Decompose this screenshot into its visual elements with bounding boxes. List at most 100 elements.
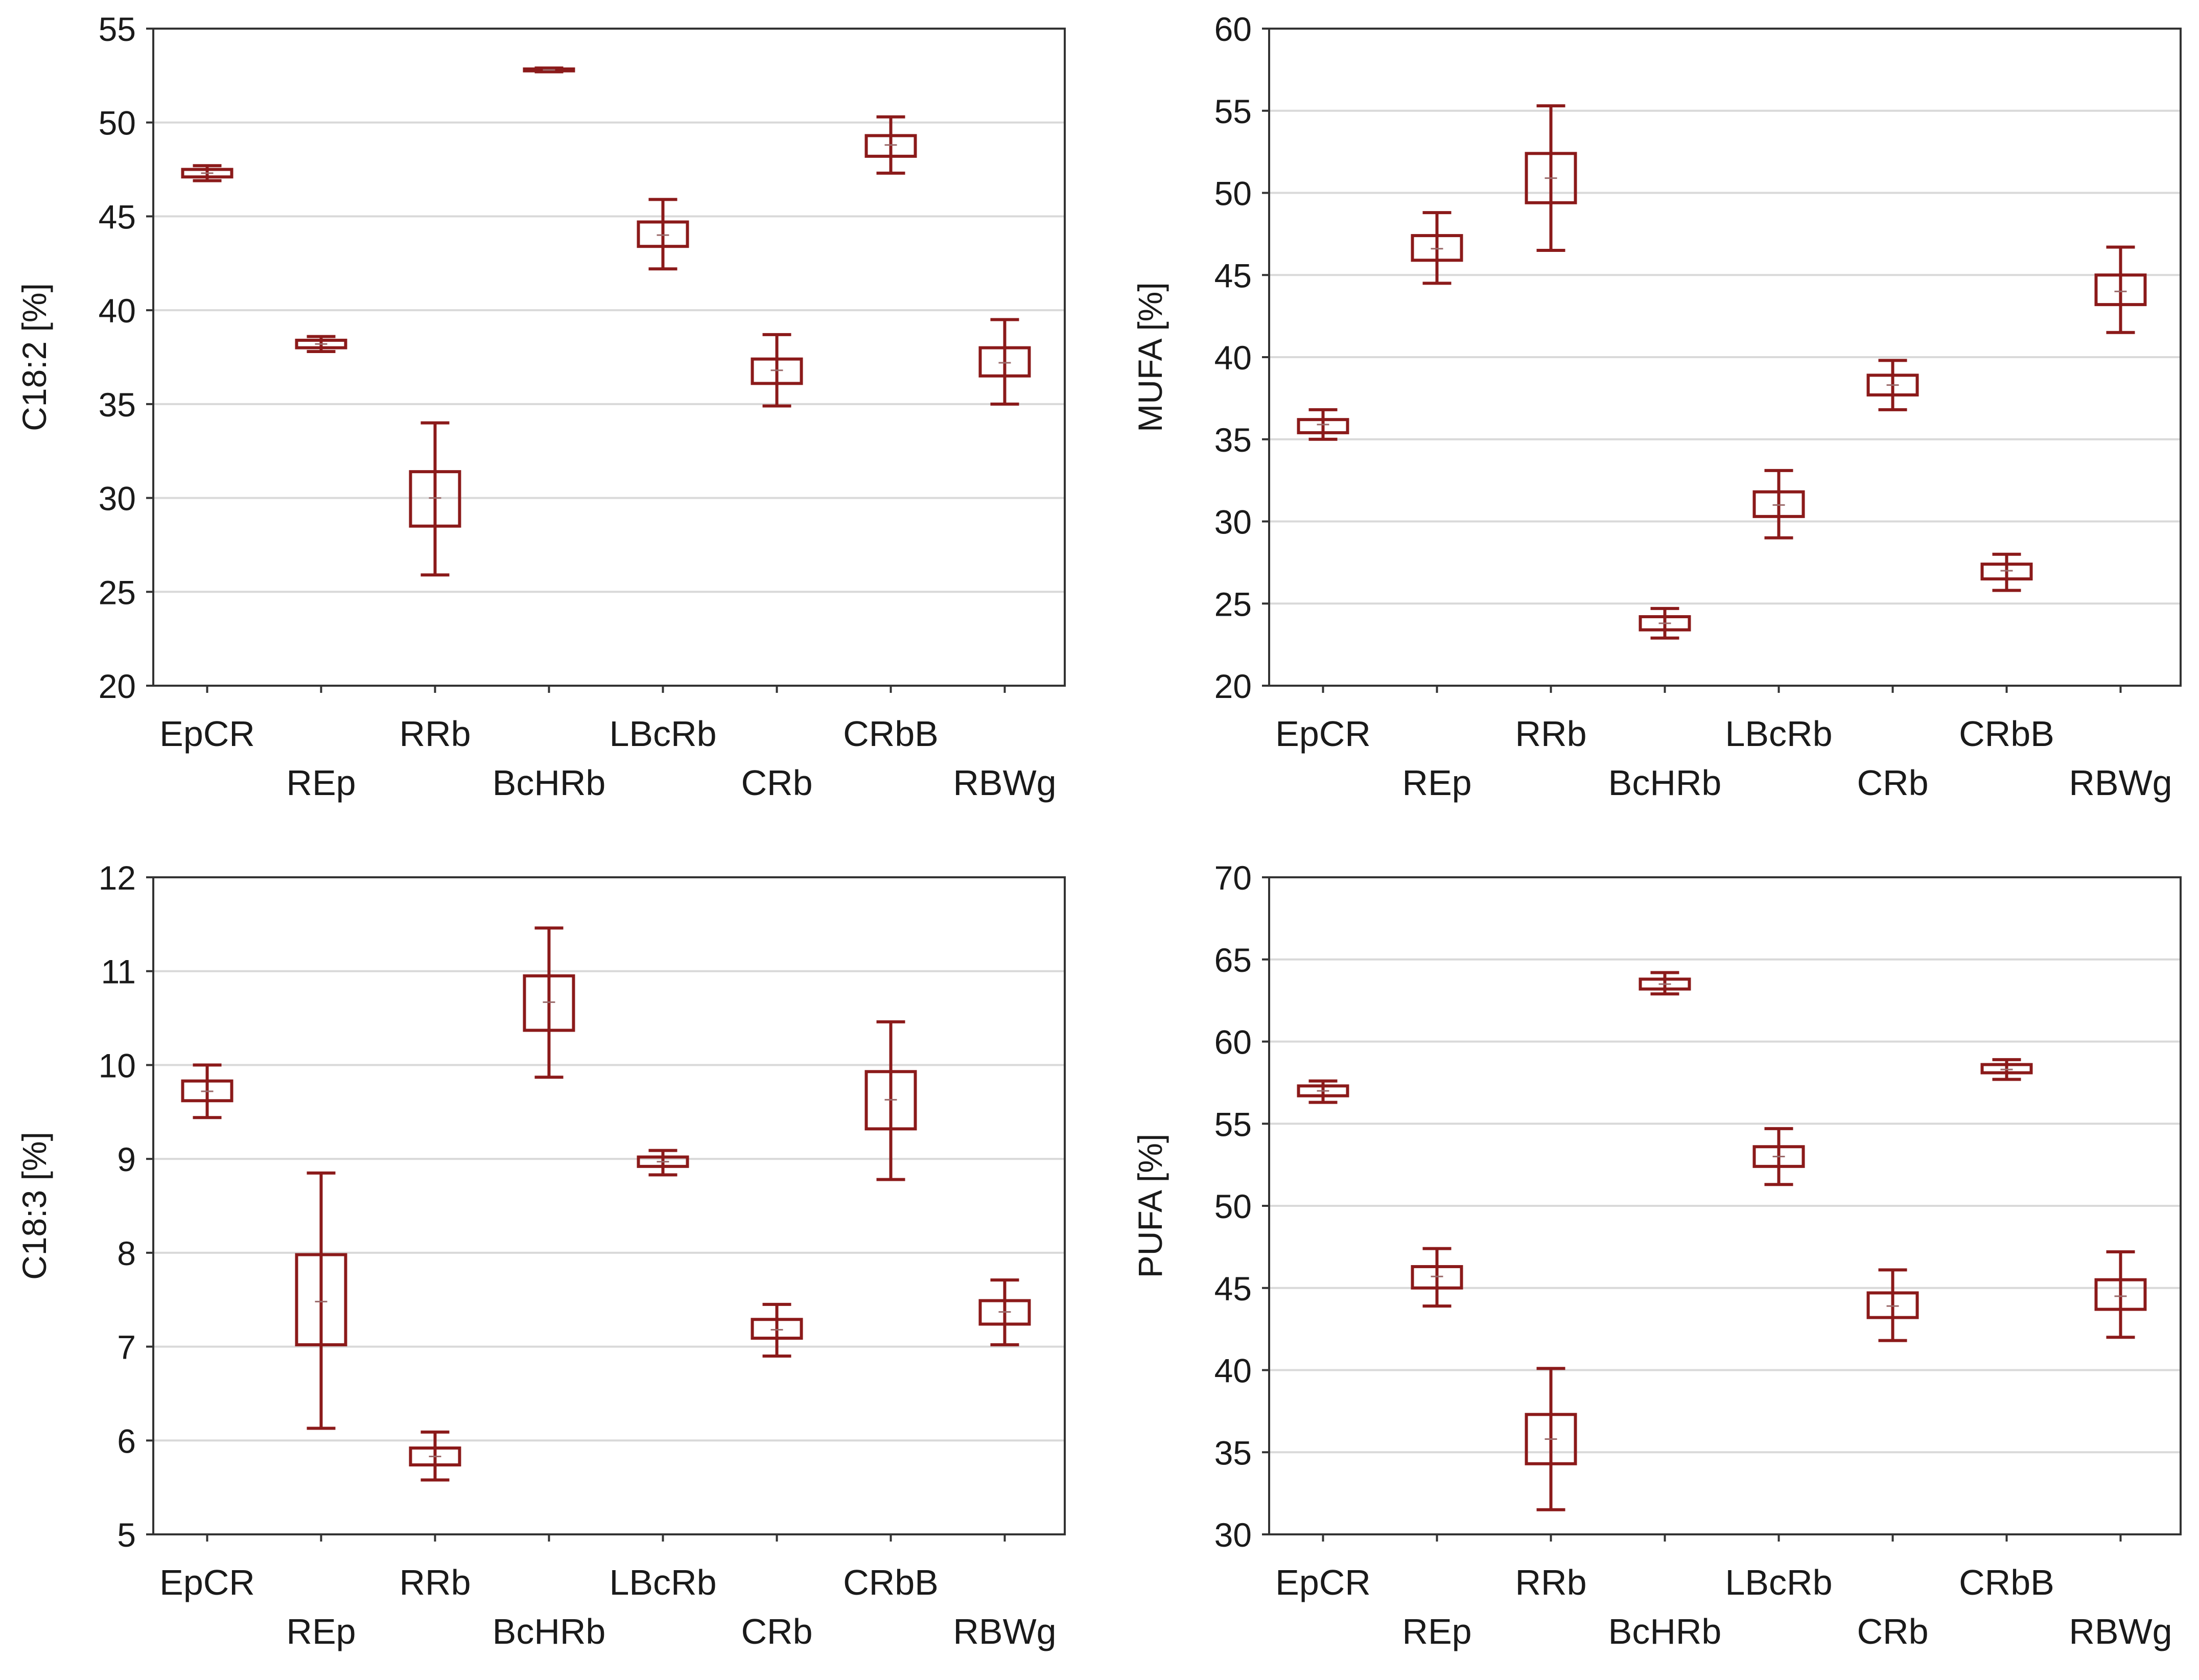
x-tick-label: REp xyxy=(1402,763,1471,803)
y-tick-label: 30 xyxy=(1214,1516,1252,1554)
x-tick-label: CRb xyxy=(1857,763,1928,803)
y-tick-label: 9 xyxy=(117,1140,136,1178)
iqr-box xyxy=(751,357,803,385)
x-tick-label: RRb xyxy=(399,714,471,754)
box-crbb xyxy=(864,1020,917,1181)
x-tick-label: REp xyxy=(1402,1612,1471,1651)
iqr-box xyxy=(637,220,689,248)
x-tick-label: LBcRb xyxy=(1725,714,1832,754)
x-tick-label: EpCR xyxy=(1275,714,1371,754)
iqr-box xyxy=(181,1079,233,1103)
box-lbcrb xyxy=(1752,469,1805,540)
box-rrb xyxy=(1525,1367,1577,1511)
x-tick-label: REp xyxy=(286,1612,356,1651)
box-epcr xyxy=(1297,1079,1349,1104)
iqr-box xyxy=(1980,1063,2033,1075)
x-tick-label: BcHRb xyxy=(1608,1612,1722,1651)
box-crbb xyxy=(864,115,917,175)
box-bchrb xyxy=(1639,971,1691,996)
box-rrb xyxy=(409,421,461,577)
y-tick-label: 25 xyxy=(1214,585,1252,623)
iqr-box xyxy=(864,1070,917,1131)
box-crb xyxy=(751,333,803,408)
y-tick-label: 45 xyxy=(1214,1270,1252,1308)
y-tick-label: 50 xyxy=(1214,1187,1252,1225)
iqr-box xyxy=(1639,977,1691,991)
y-tick-label: 10 xyxy=(99,1046,136,1084)
chart-panel-1: 20 25 30 35 40 45 50 55 C18:2 [%] EpCR REp RRb BcHRb… xyxy=(15,10,1066,803)
x-tick-label: RBWg xyxy=(953,1612,1056,1651)
y-tick-label: 11 xyxy=(101,953,136,991)
box-rep xyxy=(1411,1247,1463,1308)
box-rbwg xyxy=(978,1278,1031,1346)
y-tick-label: 40 xyxy=(1214,1352,1252,1390)
iqr-box xyxy=(181,168,233,179)
y-tick-label: 20 xyxy=(99,667,136,705)
iqr-box xyxy=(295,1253,347,1346)
box-bchrb xyxy=(523,926,575,1079)
iqr-box xyxy=(864,134,917,158)
y-tick-label: 40 xyxy=(99,292,136,330)
box-rrb xyxy=(409,1430,461,1482)
x-tick-label: LBcRb xyxy=(609,714,716,754)
y-tick-label: 65 xyxy=(1214,941,1252,979)
box-bchrb xyxy=(1639,606,1691,640)
box-rep xyxy=(1411,211,1463,285)
y-tick-label: 55 xyxy=(1214,1105,1252,1143)
y-axis-label: C18:3 [%] xyxy=(15,1132,53,1280)
box-crb xyxy=(1866,1268,1919,1342)
x-tick-label: RRb xyxy=(1515,1562,1586,1602)
iqr-box xyxy=(751,1318,803,1340)
x-tick-label: REp xyxy=(286,763,356,803)
y-tick-label: 45 xyxy=(99,198,136,236)
x-tick-label: CRb xyxy=(741,763,812,803)
y-tick-label: 60 xyxy=(1214,1023,1252,1061)
box-epcr xyxy=(181,164,233,182)
y-tick-label: 50 xyxy=(99,104,136,142)
y-tick-label: 12 xyxy=(99,859,136,897)
x-tick-label: CRbB xyxy=(1959,1562,2054,1602)
x-tick-label: RRb xyxy=(399,1562,471,1602)
x-tick-label: EpCR xyxy=(159,1562,255,1602)
box-crb xyxy=(751,1302,803,1358)
iqr-box xyxy=(409,470,461,528)
y-tick-label: 50 xyxy=(1214,175,1252,213)
y-tick-label: 55 xyxy=(1214,92,1252,130)
iqr-box xyxy=(409,1446,461,1467)
box-crbb xyxy=(1980,1058,2033,1081)
x-tick-label: EpCR xyxy=(1275,1562,1371,1602)
y-tick-label: 6 xyxy=(117,1422,136,1460)
iqr-box xyxy=(1752,490,1805,518)
box-lbcrb xyxy=(1752,1127,1805,1186)
y-axis-label: MUFA [%] xyxy=(1131,282,1169,432)
x-tick-label: LBcRb xyxy=(1725,1562,1832,1602)
x-tick-label: BcHRb xyxy=(493,763,606,803)
plot-frame xyxy=(152,28,1066,687)
y-tick-label: 30 xyxy=(1214,503,1252,541)
iqr-box xyxy=(1866,374,1919,396)
y-axis-label: PUFA [%] xyxy=(1131,1134,1169,1278)
x-tick-label: CRbB xyxy=(1959,714,2054,754)
y-tick-label: 70 xyxy=(1214,859,1252,897)
x-tick-label: RBWg xyxy=(2069,1612,2172,1651)
iqr-box xyxy=(978,346,1031,378)
y-tick-label: 7 xyxy=(117,1328,136,1366)
chart-panel-4: 30 35 40 45 50 55 60 65 70 PUFA [%] EpCR REp RRb BcHR… xyxy=(1131,859,2182,1651)
iqr-box xyxy=(1411,234,1463,262)
y-tick-label: 35 xyxy=(1214,421,1252,459)
y-tick-label: 20 xyxy=(1214,667,1252,705)
box-rbwg xyxy=(978,318,1031,406)
chart-panel-2: 20 25 30 35 40 45 50 55 60 MUFA [%] EpCR REp RRb BcHR… xyxy=(1131,10,2182,803)
x-tick-label: CRb xyxy=(1857,1612,1928,1651)
x-tick-label: RRb xyxy=(1515,714,1586,754)
iqr-box xyxy=(1411,1265,1463,1290)
x-tick-label: RBWg xyxy=(2069,763,2172,803)
box-lbcrb xyxy=(637,1149,689,1177)
iqr-box xyxy=(637,1155,689,1168)
box-rrb xyxy=(1525,104,1577,252)
x-tick-label: BcHRb xyxy=(1608,763,1722,803)
x-tick-label: BcHRb xyxy=(493,1612,606,1651)
plot-frame xyxy=(152,876,1066,1535)
iqr-box xyxy=(523,67,575,73)
